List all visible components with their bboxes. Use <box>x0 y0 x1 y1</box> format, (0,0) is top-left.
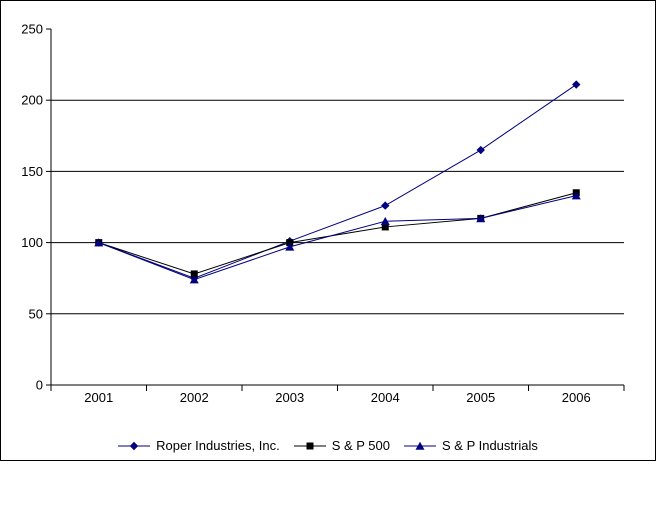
x-axis-label: 2002 <box>180 390 209 405</box>
series-marker-s-p-industrials <box>476 214 486 223</box>
x-axis-label: 2001 <box>84 390 113 405</box>
series-marker-s-p-industrials <box>285 242 295 251</box>
series-line-s-p-500 <box>98 192 577 275</box>
legend-key-diamond-icon <box>118 441 151 450</box>
y-axis-label: 0 <box>36 378 43 393</box>
y-axis-label: 200 <box>21 93 43 108</box>
legend-label: Roper Industries, Inc. <box>156 438 280 453</box>
series-marker-roper-industries-inc <box>381 201 390 210</box>
y-axis-label: 150 <box>21 164 43 179</box>
legend-key-triangle-icon <box>404 441 436 450</box>
legend-marker-s-p-500 <box>306 442 314 449</box>
x-axis-label: 2006 <box>562 390 591 405</box>
legend-label: S & P Industrials <box>442 438 538 453</box>
series-marker-s-p-industrials <box>571 191 581 200</box>
legend-item-roper-industries-inc: Roper Industries, Inc. <box>118 438 280 453</box>
series-marker-s-p-500 <box>190 270 198 278</box>
x-axis-label: 2003 <box>275 390 304 405</box>
chart-legend: Roper Industries, Inc. S & P 500 S & P Ind… <box>1 438 655 453</box>
series-line-roper-industries-inc <box>98 84 577 279</box>
y-axis-label: 250 <box>21 22 43 37</box>
y-axis-label: 100 <box>21 235 43 250</box>
legend-item-s-p-industrials: S & P Industrials <box>404 438 538 453</box>
x-axis-label: 2005 <box>466 390 495 405</box>
series-marker-roper-industries-inc <box>476 145 485 155</box>
series-marker-s-p-industrials <box>380 217 390 226</box>
series-marker-roper-industries-inc <box>572 80 581 89</box>
legend-item-s-p-500: S & P 500 <box>293 438 390 453</box>
legend-key-square-icon <box>293 442 326 449</box>
series-marker-s-p-500 <box>381 223 389 231</box>
legend-marker-s-p-industrials <box>415 441 425 450</box>
series-marker-s-p-industrials <box>94 238 104 247</box>
chart-frame: 0 50 100 150 200 250 2001 2002 2003 2004 2005 2006 … <box>0 0 656 461</box>
x-axis-label: 2004 <box>371 390 400 405</box>
series-marker-s-p-500 <box>286 239 294 247</box>
legend-label: S & P 500 <box>331 438 390 453</box>
y-axis-label: 50 <box>29 306 43 321</box>
series-marker-s-p-industrials <box>189 275 199 284</box>
series-line-s-p-industrials <box>98 195 577 281</box>
legend-marker-roper-industries-inc <box>129 441 139 450</box>
performance-line-chart: 0 50 100 150 200 250 2001 2002 2003 2004 2005 2006 <box>21 22 625 405</box>
